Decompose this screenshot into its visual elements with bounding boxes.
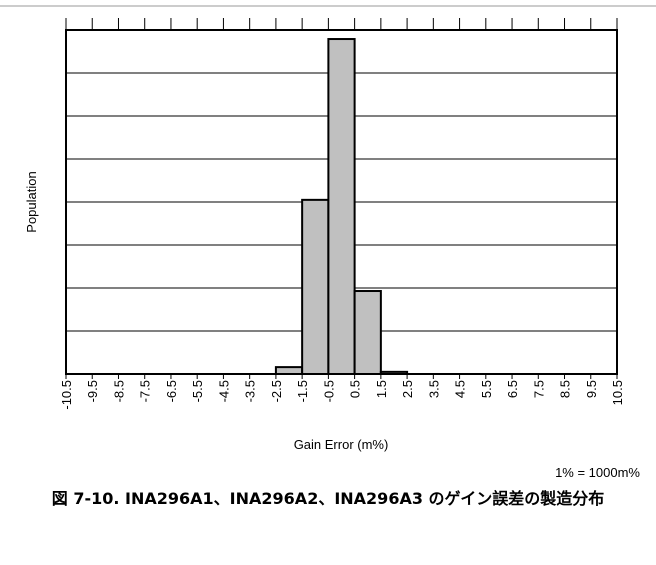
x-tick-label: 0.5 (348, 380, 363, 398)
bar (301, 198, 330, 375)
plot-frame (65, 29, 618, 375)
x-tick-label: -4.5 (216, 380, 231, 402)
x-tick-label: -0.5 (321, 380, 336, 402)
x-tick-label: -6.5 (164, 380, 179, 402)
y-axis-label: Population (24, 171, 39, 232)
x-tick-label: -2.5 (269, 380, 284, 402)
bar (274, 366, 304, 375)
x-tick-label: 3.5 (426, 380, 441, 398)
x-tick-label: -1.5 (295, 380, 310, 402)
note: 1% = 1000m% (555, 465, 640, 480)
x-tick-label: -8.5 (111, 380, 126, 402)
x-axis-label: Gain Error (m%) (294, 437, 389, 452)
chart: Population Gain Error (m%) 1% = 1000m% -… (0, 5, 656, 480)
x-tick-label: 2.5 (400, 380, 415, 398)
x-tick-label: 9.5 (584, 380, 599, 398)
x-tick-label: 6.5 (505, 380, 520, 398)
bar (353, 290, 382, 376)
x-tick-label: -3.5 (243, 380, 258, 402)
x-tick-label: 4.5 (453, 380, 468, 398)
caption: 図 7-10. INA296A1、INA296A2、INA296A3 のゲイン誤… (51, 489, 605, 508)
x-tick-label: 8.5 (558, 380, 573, 398)
x-tick-label: 7.5 (531, 380, 546, 398)
x-tick-label: -5.5 (190, 380, 205, 402)
x-tick-label: -9.5 (85, 380, 100, 402)
x-tick-label: 1.5 (374, 380, 389, 398)
bar (327, 38, 356, 375)
x-tick-label: -7.5 (138, 380, 153, 402)
x-tick-label: -10.5 (59, 380, 74, 410)
x-tick-label: 10.5 (610, 380, 625, 405)
x-tick-label: 5.5 (479, 380, 494, 398)
